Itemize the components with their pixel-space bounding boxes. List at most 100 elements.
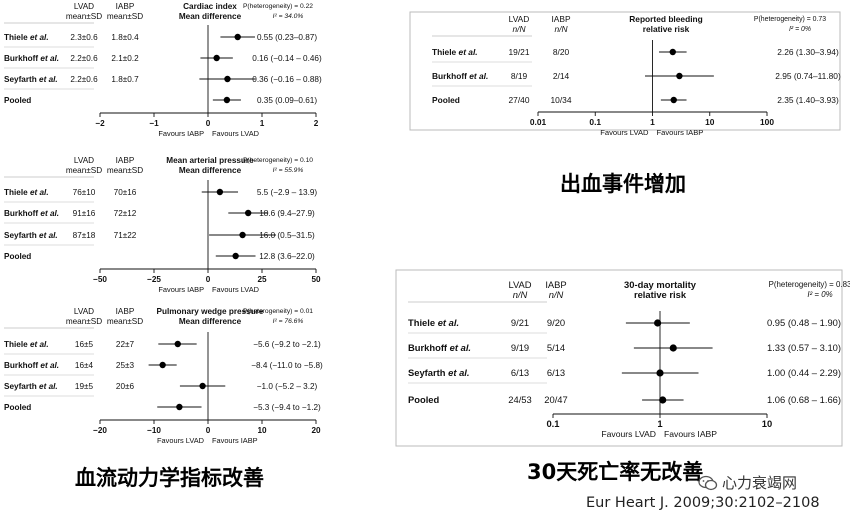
effect-label: relative risk (643, 24, 690, 34)
study-row: Thiele et al. 19/21 8/20 2.26 (1.30–3.94) (432, 47, 839, 63)
study-row: Thiele et al. 9/21 9/20 0.95 (0.48 – 1.90) (408, 317, 841, 334)
group-a-value: 2.3±0.6 (70, 33, 98, 42)
group-b-value: 72±12 (114, 209, 137, 218)
chart-title: 30-day mortality (624, 279, 697, 290)
study-row: Burkhoff et al. 9/19 5/14 1.33 (0.57 – 3.10… (408, 342, 841, 359)
x-tick-label: 0 (206, 275, 211, 284)
group-a-value: 16±5 (75, 340, 94, 349)
group-b-value: 6/13 (547, 367, 565, 378)
group-a-value: 27/40 (509, 95, 530, 105)
x-tick-label: 25 (257, 275, 267, 284)
study-name: Seyfarth et al. (4, 231, 58, 240)
group-a-value: 24/53 (508, 394, 531, 405)
chart-title: Pulmonary wedge pressure (157, 307, 264, 316)
group-a-header: LVAD (74, 307, 94, 316)
pooled-estimate-point (232, 252, 239, 260)
estimate-point (654, 319, 662, 327)
x-tick-label: −20 (93, 426, 107, 435)
study-name: Burkhoff et al. (4, 54, 59, 63)
x-tick-label: −10 (147, 426, 161, 435)
group-b-value: 2/14 (553, 71, 570, 81)
estimate-point (676, 72, 683, 80)
x-tick-label: 10 (257, 426, 267, 435)
group-a-header: LVAD (74, 2, 94, 11)
study-row: Thiele et al. 76±10 70±16 5.5 (−2.9 – 13.9) (4, 188, 318, 203)
estimate-point (669, 344, 677, 352)
group-a-value: 8/19 (511, 71, 528, 81)
watermark-text: 心力衰竭网 (722, 474, 798, 492)
x-tick-label: 100 (760, 117, 774, 127)
group-a-unit: mean±SD (66, 317, 102, 326)
group-a-value: 19/21 (509, 47, 530, 57)
estimate-point (199, 382, 206, 390)
x-tick-label: 0 (206, 119, 211, 128)
x-tick-label: 20 (311, 426, 321, 435)
group-b-value: 5/14 (547, 342, 565, 353)
study-row: Thiele et al. 16±5 22±7 −5.6 (−9.2 to −2.1) (4, 340, 321, 355)
pooled-estimate-point (670, 96, 677, 104)
caption-bleeding: 出血事件增加 (560, 172, 686, 196)
heterogeneity-p: P(heterogeneity) = 0.01 (243, 308, 313, 315)
group-a-value: 9/19 (511, 342, 529, 353)
group-b-unit: mean±SD (107, 317, 143, 326)
estimate-point (669, 48, 676, 56)
group-a-unit: mean±SD (66, 12, 102, 21)
wechat-icon (698, 475, 718, 490)
favours-left-label: Favours LVAD (600, 128, 649, 137)
x-tick-label: 1 (657, 418, 662, 429)
x-tick-label: −1 (149, 119, 159, 128)
x-tick-label: −50 (93, 275, 107, 284)
estimate-point (159, 361, 166, 369)
study-name: Seyfarth et al. (4, 75, 58, 84)
effect-label: Mean difference (179, 317, 242, 326)
chart-title: Mean arterial pressure (166, 156, 254, 165)
ci-label: 16.0 (0.5–31.5) (259, 231, 315, 240)
ci-label: −5.6 (−9.2 to −2.1) (253, 340, 321, 349)
estimate-point (239, 231, 246, 239)
estimate-point (244, 209, 252, 217)
group-a-value: 91±16 (73, 209, 96, 218)
study-row: Burkhoff et al. 8/19 2/14 2.95 (0.74–11.80) (432, 71, 841, 87)
group-a-unit: mean±SD (66, 166, 102, 175)
study-name: Seyfarth et al. (4, 382, 58, 391)
ci-label: 5.5 (−2.9 – 13.9) (257, 188, 318, 197)
chart-title: Reported bleeding (629, 14, 703, 24)
x-tick-label: −25 (147, 275, 161, 284)
pooled-estimate-point (223, 96, 231, 104)
group-a-value: 6/13 (511, 367, 529, 378)
group-a-unit: n/N (512, 24, 526, 34)
heterogeneity-p: P(heterogeneity) = 0.83 (769, 280, 850, 289)
study-name: Thiele et al. (408, 317, 459, 328)
ci-label: 0.35 (0.09–0.61) (257, 96, 317, 105)
effect-label: relative risk (634, 289, 687, 300)
group-b-header: IABP (551, 14, 570, 24)
estimate-point (656, 369, 664, 377)
group-a-unit: n/N (513, 289, 528, 300)
heterogeneity-i2: I² = 55.9% (273, 167, 304, 174)
x-tick-label: 0 (206, 426, 211, 435)
ci-label: 0.16 (−0.14 – 0.46) (252, 54, 322, 63)
ci-label: 2.35 (1.40–3.93) (777, 95, 839, 105)
estimate-point (224, 75, 231, 83)
study-name: Pooled (4, 252, 31, 261)
favours-right-label: Favours IABP (664, 429, 717, 439)
pooled-estimate-point (176, 403, 183, 411)
x-tick-label: 0.1 (546, 418, 559, 429)
group-b-header: IABP (545, 279, 566, 290)
ci-label: −1.0 (−5.2 – 3.2) (257, 382, 318, 391)
study-name: Thiele et al. (432, 47, 478, 57)
watermark: 心力衰竭网 (698, 472, 797, 493)
x-tick-label: 10 (705, 117, 715, 127)
favours-right-label: Favours LVAD (212, 285, 259, 294)
x-tick-label: 50 (311, 275, 321, 284)
study-row: Pooled −5.3 (−9.4 to −1.2) (4, 403, 321, 412)
group-a-header: LVAD (508, 279, 531, 290)
estimate-point (216, 188, 224, 196)
heterogeneity-i2: I² = 0% (789, 26, 811, 33)
study-name: Pooled (408, 394, 440, 405)
citation-text: Eur Heart J. 2009;30:2102–2108 (586, 495, 820, 511)
study-row: Burkhoff et al. 91±16 72±12 18.6 (9.4–27.9) (4, 209, 315, 224)
